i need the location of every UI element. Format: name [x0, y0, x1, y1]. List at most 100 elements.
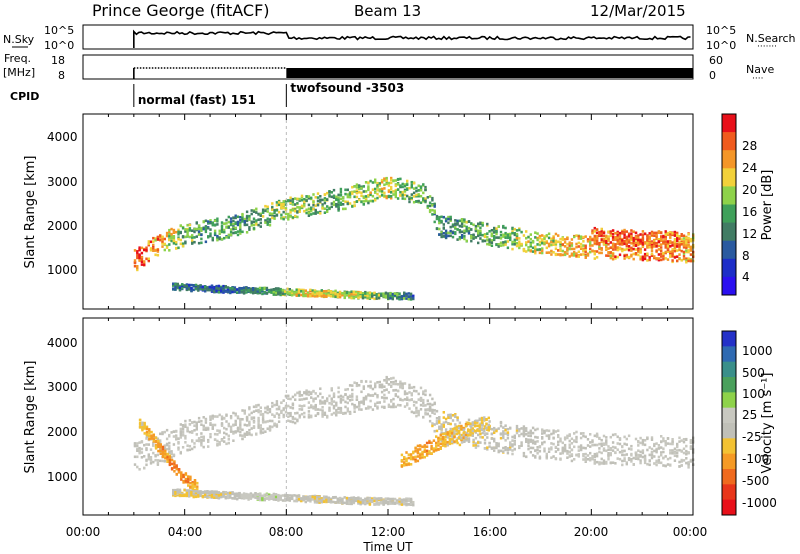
- velocity-cell: [435, 417, 439, 420]
- velocity-cell: [609, 453, 612, 457]
- power-cell: [422, 199, 425, 203]
- velocity-cell: [182, 481, 185, 484]
- power-cell: [268, 212, 272, 215]
- velocity-cell: [216, 429, 219, 432]
- velocity-cell: [173, 460, 176, 464]
- velocity-cell: [343, 496, 346, 499]
- power-cell: [586, 238, 590, 241]
- power-cell: [367, 188, 370, 192]
- power-cell: [350, 292, 353, 296]
- velocity-cell: [266, 408, 269, 411]
- power-cell: [234, 214, 237, 218]
- velocity-cell: [307, 401, 311, 404]
- power-cell: [412, 187, 416, 190]
- velocity-cell: [165, 437, 169, 441]
- power-cell: [186, 228, 189, 232]
- power-cell: [577, 235, 580, 238]
- velocity-cell: [396, 395, 400, 399]
- velocity-cell: [680, 439, 683, 442]
- velocity-cell: [330, 402, 333, 406]
- power-cell: [662, 239, 665, 242]
- power-cell: [387, 194, 391, 198]
- power-cell: [573, 251, 576, 254]
- power-cell: [614, 245, 617, 249]
- power-cell: [361, 292, 365, 295]
- power-cell: [611, 252, 615, 256]
- power-cell: [676, 249, 679, 252]
- velocity-cell: [264, 410, 267, 414]
- power-cell: [417, 199, 420, 203]
- power-cell: [609, 246, 612, 249]
- velocity-cell: [307, 393, 311, 397]
- velocity-cell: [467, 418, 471, 422]
- velocity-cell: [298, 404, 301, 408]
- power-cell: [259, 214, 262, 217]
- power-cell: [294, 214, 297, 218]
- power-cell: [632, 230, 635, 233]
- power-cell: [165, 244, 169, 248]
- power-cell: [268, 289, 271, 293]
- velocity-cell: [412, 400, 416, 404]
- velocity-cell: [339, 397, 343, 401]
- velocity-cell: [509, 448, 512, 451]
- power-cell: [607, 251, 610, 254]
- power-cell: [568, 255, 571, 258]
- power-cell: [398, 295, 401, 298]
- power-cell: [579, 245, 583, 249]
- power-cell: [375, 295, 378, 299]
- power-cell: [593, 250, 596, 253]
- velocity-cell: [298, 416, 301, 419]
- velocity-cell: [184, 419, 187, 423]
- velocity-cell: [239, 423, 242, 427]
- power-cell: [138, 259, 141, 262]
- velocity-cell: [193, 424, 196, 427]
- power-cell: [163, 242, 166, 246]
- power-cell: [362, 203, 365, 206]
- velocity-cell: [229, 429, 233, 433]
- power-cell: [177, 233, 180, 236]
- power-cell: [616, 236, 619, 239]
- power-cell: [566, 242, 569, 246]
- velocity-cell: [493, 439, 496, 443]
- velocity-cell: [277, 405, 281, 409]
- velocity-cell: [195, 425, 198, 429]
- power-cell: [378, 188, 381, 191]
- velocity-cell: [290, 495, 294, 499]
- power-cell: [687, 245, 690, 249]
- velocity-cell: [138, 426, 142, 429]
- power-cell: [680, 259, 683, 262]
- power-cell: [634, 231, 638, 235]
- power-cell: [506, 246, 510, 250]
- velocity-cell: [543, 447, 546, 450]
- velocity-cell: [312, 389, 315, 393]
- velocity-cell: [488, 445, 491, 448]
- power-cell: [650, 245, 654, 249]
- power-cell: [495, 227, 498, 230]
- velocity-cell: [234, 423, 237, 426]
- velocity-cell: [383, 400, 386, 403]
- velocity-cell: [513, 441, 516, 444]
- velocity-cell: [380, 405, 384, 409]
- velocity-cell: [257, 424, 260, 428]
- power-cell: [424, 199, 427, 203]
- velocity-cell: [451, 419, 455, 422]
- power-cell: [440, 235, 443, 239]
- power-cell: [616, 232, 619, 235]
- power-cell: [529, 249, 532, 253]
- velocity-cell: [431, 403, 434, 407]
- power-cell: [525, 236, 528, 240]
- power-cell: [181, 283, 184, 286]
- velocity-cell: [403, 405, 407, 408]
- power-cell: [172, 287, 175, 290]
- power-cell: [296, 215, 299, 219]
- power-cell: [393, 294, 397, 297]
- power-cell: [204, 285, 207, 288]
- velocity-cell: [415, 389, 418, 393]
- power-cell: [440, 215, 443, 219]
- power-cell: [328, 207, 331, 210]
- velocity-cell: [378, 380, 381, 384]
- power-cell: [361, 295, 365, 298]
- power-cell: [351, 191, 354, 194]
- velocity-cell: [280, 401, 283, 405]
- power-cell: [335, 195, 338, 199]
